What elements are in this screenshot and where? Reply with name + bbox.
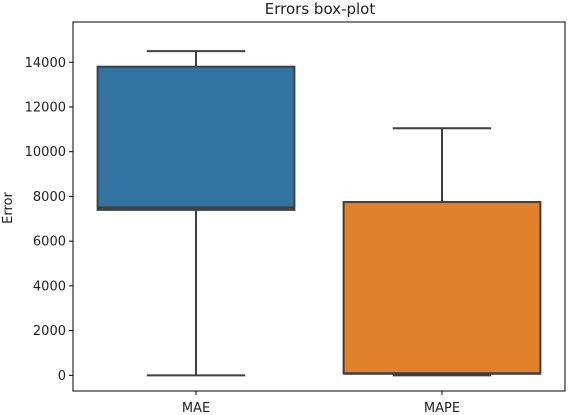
y-axis-label: Error xyxy=(1,192,16,224)
box-mae xyxy=(96,50,296,377)
y-tick-label: 2000 xyxy=(33,324,66,339)
x-tick-label: MAE xyxy=(182,401,210,415)
box-body xyxy=(342,201,542,375)
y-tick-label: 12000 xyxy=(25,100,66,115)
box-body xyxy=(96,65,296,211)
box-mape xyxy=(342,127,542,377)
y-tick-label: 8000 xyxy=(33,190,66,205)
chart-title: Errors box-plot xyxy=(265,0,376,18)
y-tick-label: 4000 xyxy=(33,279,66,294)
plot-frame xyxy=(72,21,566,392)
plot-area: 0 2000 4000 6000 8000 10000 12000 14000 MAE MAPE xyxy=(25,21,566,415)
y-tick-label: 6000 xyxy=(33,235,66,250)
x-tick-label: MAPE xyxy=(424,401,460,415)
y-tick-label: 14000 xyxy=(25,56,66,71)
y-tick-label: 10000 xyxy=(25,145,66,160)
y-tick-label: 0 xyxy=(58,369,66,384)
